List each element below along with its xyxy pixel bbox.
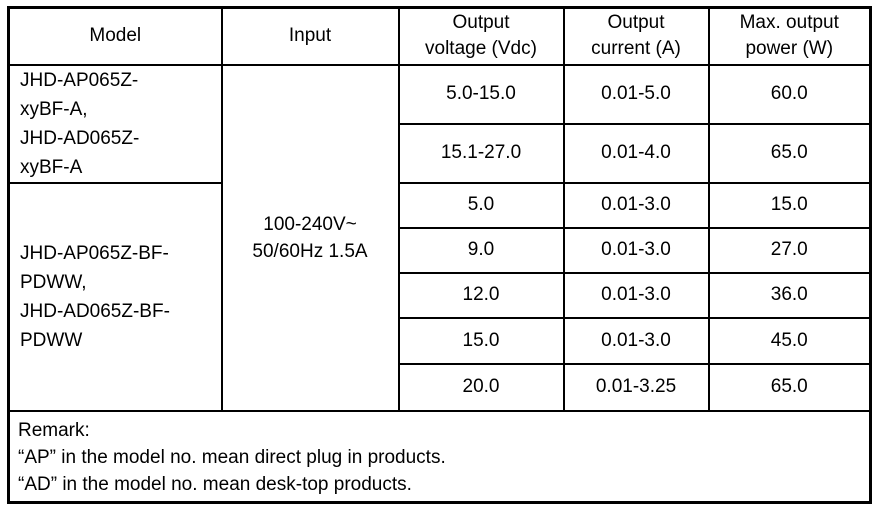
header-output-voltage-line2: voltage (Vdc) <box>425 38 537 60</box>
model-line: xyBF-A, <box>20 98 88 120</box>
cell-current-row6: 0.01-3.0 <box>562 316 710 365</box>
input-line: 100-240V~ <box>263 213 357 235</box>
cell-model-group-1: JHD-AP065Z- xyBF-A, JHD-AD065Z- xyBF-A <box>7 63 223 184</box>
remark-cell: Remark: “AP” in the model no. mean direc… <box>7 409 872 504</box>
model-line: JHD-AD065Z- <box>20 127 140 149</box>
cell-current-row7: 0.01-3.25 <box>562 362 710 412</box>
cell-voltage-row5: 12.0 <box>397 271 565 319</box>
cell-model-group-2: JHD-AP065Z-BF- PDWW, JHD-AD065Z-BF- PDWW <box>7 181 223 412</box>
cell-current-row4: 0.01-3.0 <box>562 226 710 274</box>
cell-input: 100-240V~ 50/60Hz 1.5A <box>220 63 400 412</box>
table-row: 15.1-27.0 0.01-4.0 65.0 <box>9 123 872 184</box>
table-row: JHD-AP065Z-BF- PDWW, JHD-AD065Z-BF- PDWW… <box>7 181 872 412</box>
cell-power-row6: 45.0 <box>707 316 872 365</box>
table-row: 9.0 0.01-3.0 27.0 <box>9 226 872 274</box>
cell-voltage-row6: 15.0 <box>397 316 565 365</box>
cell-voltage-row4: 9.0 <box>397 226 565 274</box>
header-model: Model <box>7 6 223 66</box>
model-line: xyBF-A <box>20 156 83 178</box>
cell-current-row1: 0.01-5.0 <box>562 63 710 125</box>
header-output-current: Output current (A) <box>562 6 710 66</box>
cell-voltage-row1: 5.0-15.0 <box>397 63 565 125</box>
cell-current-row3: 0.01-3.0 <box>562 181 710 229</box>
model-line: JHD-AD065Z-BF- <box>20 300 170 322</box>
cell-power-row2: 65.0 <box>707 123 872 184</box>
header-max-output-power-line2: power (W) <box>745 38 834 60</box>
header-max-output-power-line1: Max. output <box>739 12 839 34</box>
cell-power-row5: 36.0 <box>707 271 872 319</box>
table-header-row: Model Input Output voltage (Vdc) Output … <box>7 6 872 66</box>
cell-current-row5: 0.01-3.0 <box>562 271 710 319</box>
cell-voltage-row3: 5.0 <box>397 181 565 229</box>
header-output-voltage: Output voltage (Vdc) <box>397 6 565 66</box>
model-line: JHD-AP065Z-BF- <box>20 242 169 264</box>
header-output-current-line2: current (A) <box>591 38 681 60</box>
input-line: 50/60Hz 1.5A <box>252 240 368 262</box>
table-row: JHD-AP065Z- xyBF-A, JHD-AD065Z- xyBF-A 1… <box>7 63 872 412</box>
remark-note-ad: “AD” in the model no. mean desk-top prod… <box>18 473 412 495</box>
cell-power-row4: 27.0 <box>707 226 872 274</box>
remark-row: Remark: “AP” in the model no. mean direc… <box>7 409 872 504</box>
remark-note-ap: “AP” in the model no. mean direct plug i… <box>18 446 446 468</box>
cell-power-row7: 65.0 <box>707 362 872 412</box>
model-line: PDWW, <box>20 271 87 293</box>
cell-voltage-row2: 15.1-27.0 <box>397 123 565 184</box>
table-row: 12.0 0.01-3.0 36.0 <box>9 271 872 319</box>
cell-voltage-row7: 20.0 <box>397 362 565 412</box>
header-max-output-power: Max. output power (W) <box>707 6 872 66</box>
table-row: 20.0 0.01-3.25 65.0 <box>9 362 872 412</box>
header-output-voltage-line1: Output <box>452 12 510 34</box>
table-row: 15.0 0.01-3.0 45.0 <box>9 316 872 365</box>
header-output-current-line1: Output <box>607 12 665 34</box>
header-input: Input <box>220 6 400 66</box>
cell-current-row2: 0.01-4.0 <box>562 123 710 184</box>
cell-power-row3: 15.0 <box>707 181 872 229</box>
cell-power-row1: 60.0 <box>707 63 872 125</box>
model-line: JHD-AP065Z- <box>20 69 139 91</box>
spec-table: Model Input Output voltage (Vdc) Output … <box>7 6 872 504</box>
remark-title: Remark: <box>18 419 90 441</box>
model-line: PDWW <box>20 329 83 351</box>
